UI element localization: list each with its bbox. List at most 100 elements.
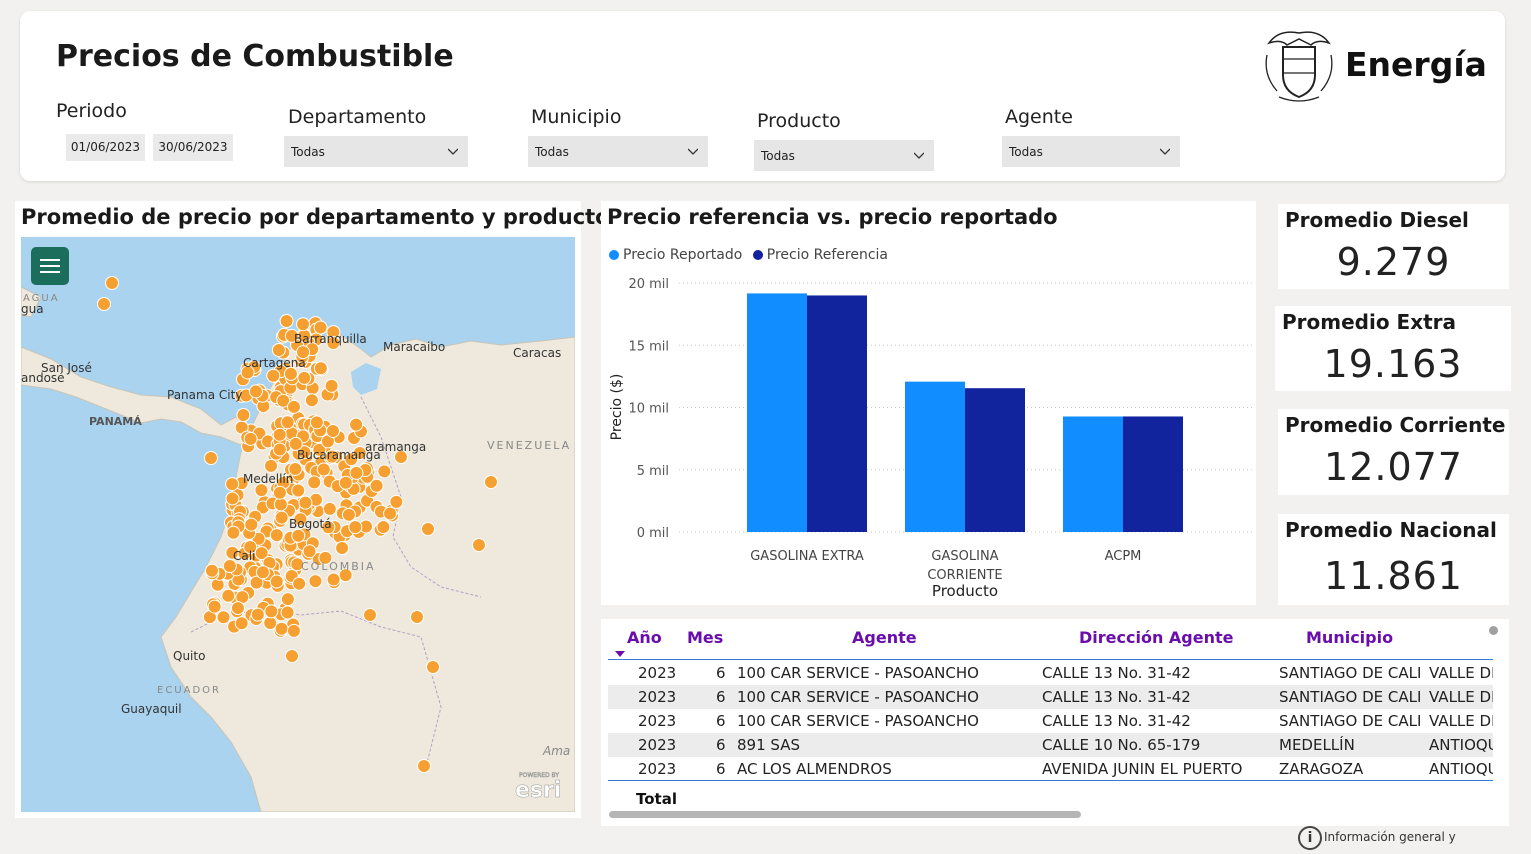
map-point[interactable]	[369, 478, 384, 493]
vertical-scrollbar[interactable]	[1489, 626, 1498, 635]
bar[interactable]	[807, 295, 867, 532]
legend-item[interactable]: Precio Referencia	[752, 247, 888, 263]
map-point[interactable]	[286, 399, 301, 414]
map-point[interactable]	[389, 494, 404, 509]
map-point[interactable]	[325, 449, 340, 464]
map-point[interactable]	[292, 576, 307, 591]
map-point[interactable]	[308, 574, 323, 589]
map-point[interactable]	[348, 520, 363, 535]
map-point[interactable]	[410, 610, 424, 624]
map-point[interactable]	[244, 517, 259, 532]
table-row[interactable]: 2023 6 100 CAR SERVICE - PASOANCHO CALLE…	[608, 709, 1493, 733]
map-point[interactable]	[204, 451, 218, 465]
map-point[interactable]	[312, 442, 327, 457]
column-header-agente[interactable]: Agente	[852, 628, 917, 647]
map-point[interactable]	[421, 522, 435, 536]
map-point[interactable]	[230, 601, 245, 616]
map-point[interactable]	[248, 384, 263, 399]
bar[interactable]	[747, 293, 807, 532]
map-point[interactable]	[349, 417, 364, 432]
map-point[interactable]	[377, 464, 392, 479]
bar[interactable]	[965, 388, 1025, 532]
map-point[interactable]	[298, 495, 313, 510]
map-point[interactable]	[254, 546, 269, 561]
map-point[interactable]	[105, 276, 119, 290]
map-point[interactable]	[236, 408, 251, 423]
legend-item[interactable]: Precio Reportado	[609, 247, 742, 263]
map-point[interactable]	[417, 759, 431, 773]
map-point[interactable]	[363, 608, 377, 622]
map-point[interactable]	[426, 660, 440, 674]
map-point[interactable]	[266, 368, 281, 383]
periodo-end-input[interactable]: 30/06/2023	[153, 134, 233, 161]
map-point[interactable]	[472, 538, 486, 552]
map-point[interactable]	[288, 436, 303, 451]
map-point[interactable]	[283, 366, 298, 381]
map-point[interactable]	[304, 393, 319, 408]
map-point[interactable]	[338, 475, 353, 490]
map-point[interactable]	[335, 541, 350, 556]
map-point[interactable]	[288, 461, 303, 476]
map-point[interactable]	[307, 475, 322, 490]
map-point[interactable]	[324, 378, 339, 393]
map-menu-button[interactable]	[31, 247, 69, 285]
map-point[interactable]	[352, 446, 367, 461]
map-point[interactable]	[216, 610, 231, 625]
map-point[interactable]	[221, 588, 236, 603]
map-point[interactable]	[207, 599, 222, 614]
map-point[interactable]	[394, 450, 408, 464]
map-point[interactable]	[243, 431, 258, 446]
map-point[interactable]	[254, 483, 269, 498]
map-canvas[interactable]: Barranquilla Cartagena Maracaibo Caracas…	[21, 237, 575, 812]
horizontal-scrollbar[interactable]	[609, 811, 1081, 818]
map-point[interactable]	[383, 506, 398, 521]
table-row[interactable]: 2023 6 100 CAR SERVICE - PASOANCHO CALLE…	[608, 661, 1493, 685]
departamento-dropdown[interactable]: Todas	[284, 136, 468, 167]
map-point[interactable]	[313, 320, 328, 335]
map-point[interactable]	[286, 623, 301, 638]
map-point[interactable]	[484, 475, 498, 489]
map-point[interactable]	[222, 559, 237, 574]
map-point[interactable]	[234, 616, 249, 631]
map-point[interactable]	[280, 415, 295, 430]
map-point[interactable]	[272, 442, 287, 457]
map-point[interactable]	[322, 501, 337, 516]
map-point[interactable]	[264, 458, 279, 473]
periodo-start-input[interactable]: 01/06/2023	[66, 134, 145, 161]
map-point[interactable]	[249, 575, 264, 590]
map-point[interactable]	[297, 445, 312, 460]
map-point[interactable]	[250, 607, 265, 622]
column-header-municipio[interactable]: Municipio	[1306, 628, 1394, 647]
municipio-dropdown[interactable]: Todas	[528, 136, 708, 167]
map-point[interactable]	[318, 550, 333, 565]
map-point[interactable]	[276, 393, 291, 408]
column-header-mes[interactable]: Mes	[687, 628, 724, 647]
map-point[interactable]	[293, 512, 308, 527]
map-point[interactable]	[226, 525, 241, 540]
map-point[interactable]	[243, 540, 258, 555]
map-point[interactable]	[326, 335, 341, 350]
bar[interactable]	[905, 381, 965, 532]
map-point[interactable]	[204, 563, 219, 578]
map-point[interactable]	[274, 510, 289, 525]
map-point[interactable]	[290, 557, 305, 572]
map-point[interactable]	[326, 572, 341, 587]
producto-dropdown[interactable]: Todas	[754, 140, 934, 171]
map-point[interactable]	[349, 465, 364, 480]
map-point[interactable]	[279, 314, 294, 329]
map-point[interactable]	[97, 297, 111, 311]
map-point[interactable]	[255, 565, 270, 580]
map-point[interactable]	[273, 497, 288, 512]
agente-dropdown[interactable]: Todas	[1002, 136, 1180, 167]
map-point[interactable]	[269, 574, 284, 589]
table-row[interactable]: 2023 6 891 SAS CALLE 10 No. 65-179 MEDEL…	[608, 733, 1493, 757]
table-row[interactable]: 2023 6 100 CAR SERVICE - PASOANCHO CALLE…	[608, 685, 1493, 709]
map-point[interactable]	[296, 345, 311, 360]
map-point[interactable]	[325, 423, 340, 438]
map-point[interactable]	[321, 520, 336, 535]
map-point[interactable]	[338, 568, 353, 583]
map-view[interactable]: Barranquilla Cartagena Maracaibo Caracas…	[21, 237, 575, 812]
bar[interactable]	[1123, 416, 1183, 532]
map-point[interactable]	[285, 649, 299, 663]
map-point[interactable]	[302, 544, 317, 559]
